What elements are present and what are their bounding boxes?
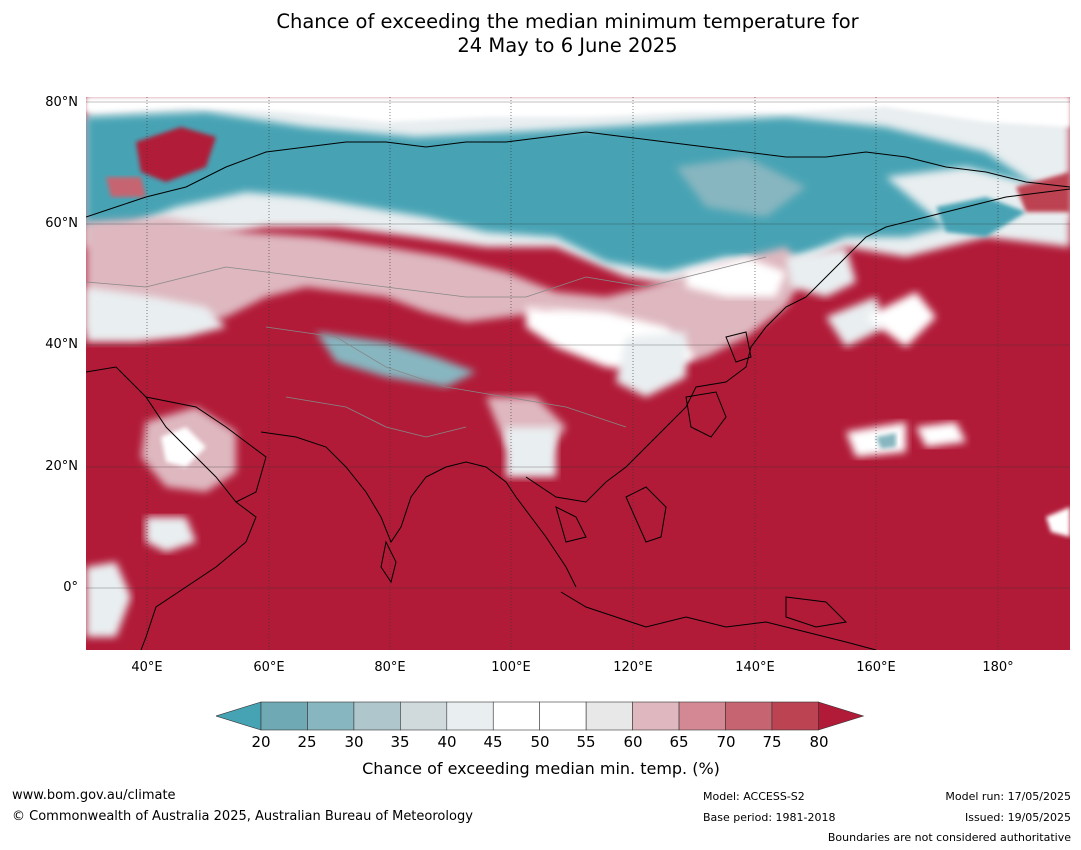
lat-label-40n: 40°N [45, 337, 78, 352]
colorbar-segment [400, 701, 448, 731]
model-text: Model: ACCESS-S2 [703, 790, 805, 803]
colorbar-segment [446, 701, 494, 731]
map-svg [86, 97, 1070, 650]
colorbar-segment [725, 701, 773, 731]
colorbar-extend-high [818, 701, 865, 731]
lon-label-120e: 120°E [613, 660, 653, 675]
colorbar-tick: 25 [297, 733, 317, 751]
colorbar-segment [353, 701, 401, 731]
colorbar-tick: 70 [716, 733, 736, 751]
colorbar [216, 701, 865, 731]
lon-label-40e: 40°E [131, 660, 163, 675]
website-link[interactable]: www.bom.gov.au/climate [12, 788, 176, 803]
colorbar-segment [678, 701, 726, 731]
northern-red-patches [106, 127, 1070, 212]
colorbar-tick: 65 [669, 733, 689, 751]
lon-label-160e: 160°E [856, 660, 896, 675]
probability-map [86, 97, 1070, 650]
lon-label-60e: 60°E [253, 660, 285, 675]
colorbar-tick: 60 [623, 733, 643, 751]
chart-title: Chance of exceeding the median minimum t… [0, 10, 1081, 58]
colorbar-segment [307, 701, 355, 731]
colorbar-tick: 80 [809, 733, 829, 751]
lon-label-80e: 80°E [374, 660, 406, 675]
colorbar-tick: 40 [437, 733, 457, 751]
title-line-1: Chance of exceeding the median minimum t… [276, 10, 859, 33]
lon-label-140e: 140°E [735, 660, 775, 675]
gridlines [146, 97, 999, 650]
colorbar-segment [771, 701, 819, 731]
lat-label-20n: 20°N [45, 459, 78, 474]
lon-label-100e: 100°E [491, 660, 531, 675]
model-run-text: Model run: 17/05/2025 [945, 790, 1071, 803]
colorbar-extend-low [216, 701, 262, 731]
colorbar-tick: 30 [344, 733, 364, 751]
colorbar-title: Chance of exceeding median min. temp. (%… [362, 759, 720, 778]
colorbar-segment [585, 701, 633, 731]
lat-label-80n: 80°N [45, 95, 78, 110]
colorbar-tick: 45 [483, 733, 503, 751]
boundaries-note: Boundaries are not considered authoritat… [827, 831, 1071, 844]
colorbar-segment [260, 701, 308, 731]
issued-text: Issued: 19/05/2025 [964, 811, 1071, 824]
colorbar-tick: 75 [762, 733, 782, 751]
base-period-text: Base period: 1981-2018 [703, 811, 836, 824]
northern-bands [86, 97, 1070, 287]
colorbar-tick: 35 [390, 733, 410, 751]
lat-label-0: 0° [63, 580, 78, 595]
lon-label-180: 180° [982, 660, 1014, 675]
copyright-text: © Commonwealth of Australia 2025, Austra… [12, 809, 473, 824]
colorbar-segment [539, 701, 587, 731]
colorbar-tick: 50 [530, 733, 550, 751]
colorbar-tick: 55 [576, 733, 596, 751]
coastlines [86, 131, 1070, 650]
colorbar-segment [492, 701, 541, 731]
colorbar-segment [632, 701, 680, 731]
latitude-lines [86, 101, 1070, 589]
lat-label-60n: 60°N [45, 216, 78, 231]
title-line-2: 24 May to 6 June 2025 [457, 34, 678, 57]
midlatitude-band [86, 217, 886, 477]
colorbar-tick: 20 [251, 733, 271, 751]
borders [86, 256, 767, 438]
